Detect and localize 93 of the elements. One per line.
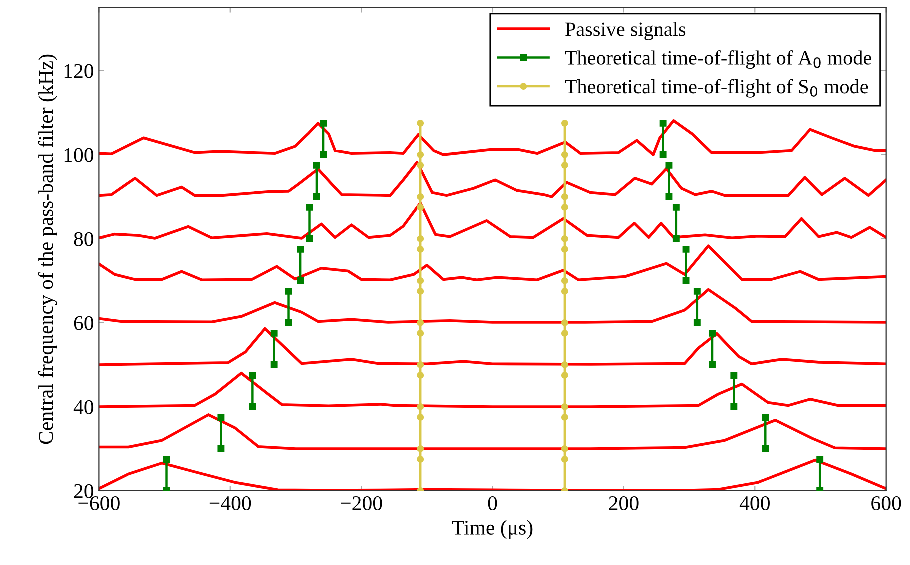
point (694, 319, 701, 326)
point (417, 330, 424, 337)
y-tick-label: 20 (74, 484, 94, 498)
point (417, 456, 424, 463)
point (417, 414, 424, 421)
point (666, 162, 673, 169)
point (561, 414, 568, 421)
point (417, 277, 424, 284)
point (561, 404, 568, 410)
line-series (99, 414, 886, 450)
point (660, 151, 667, 158)
point (561, 456, 568, 463)
x-tick-label: 600 (872, 496, 902, 511)
point (672, 204, 680, 211)
point (417, 361, 424, 368)
point (561, 446, 568, 452)
point (270, 330, 278, 337)
point (270, 361, 278, 368)
point (762, 414, 770, 421)
point (285, 319, 292, 326)
x-tick-label: 400 (740, 496, 770, 511)
point (417, 151, 424, 158)
point (561, 151, 568, 158)
point (561, 361, 568, 368)
point (306, 235, 314, 242)
point (313, 162, 320, 169)
point (730, 404, 738, 410)
x-tick-label: −600 (78, 496, 120, 511)
line-series (99, 288, 886, 324)
point (249, 404, 256, 410)
y-tick-label: 60 (74, 316, 94, 330)
point (417, 162, 424, 169)
point (417, 372, 424, 379)
line-series (99, 327, 886, 366)
point (561, 330, 568, 337)
point (417, 288, 424, 295)
legend-label: Passive signals (566, 22, 686, 40)
x-tick-label: 0 (488, 496, 498, 511)
point (660, 120, 667, 127)
point (561, 319, 568, 326)
y-tick-label: 80 (74, 232, 94, 246)
point (417, 193, 424, 200)
point (285, 288, 292, 295)
y-tick-label: 100 (64, 148, 94, 162)
point (417, 120, 424, 127)
point (561, 162, 568, 169)
point (249, 372, 256, 379)
point (561, 246, 568, 253)
point (306, 204, 314, 211)
point (320, 151, 327, 158)
y-axis-title: Central frequency of the pass-band filter (kHz) (38, 54, 58, 444)
point (709, 330, 716, 337)
point (709, 361, 716, 368)
point (561, 235, 568, 242)
point (561, 277, 568, 284)
point (730, 372, 738, 379)
point (313, 193, 320, 200)
y-tick-label: 40 (74, 400, 94, 414)
point (417, 204, 424, 211)
point (666, 193, 673, 200)
point (694, 288, 701, 295)
point (417, 446, 424, 452)
y-tick-label: 120 (64, 64, 94, 78)
point (682, 277, 690, 284)
point (417, 246, 424, 253)
line-series (99, 372, 886, 408)
legend-label: Theoretical time-of-flight of S$_{0}$ mode (565, 79, 868, 98)
point (561, 288, 568, 295)
point (297, 246, 304, 253)
point (218, 446, 225, 452)
point (320, 120, 327, 127)
point (417, 404, 424, 410)
point (561, 204, 568, 211)
x-tick-label: 200 (609, 496, 639, 511)
line-series (99, 120, 886, 156)
point (561, 372, 568, 379)
point (672, 235, 680, 242)
x-tick-label: −200 (341, 496, 382, 511)
x-axis-title: Time (μs) (452, 520, 533, 540)
point (682, 246, 690, 253)
point (218, 414, 225, 421)
x-tick-label: −400 (210, 496, 252, 511)
point (816, 456, 824, 463)
point (561, 193, 568, 200)
point (417, 319, 424, 326)
point (417, 235, 424, 242)
point (561, 120, 568, 127)
point (297, 277, 304, 284)
line-series (99, 161, 886, 198)
point (762, 446, 770, 452)
line-series (99, 244, 886, 282)
legend-label: Theoretical time-of-flight of A$_{0}$ mode (565, 50, 872, 70)
point (163, 456, 170, 463)
